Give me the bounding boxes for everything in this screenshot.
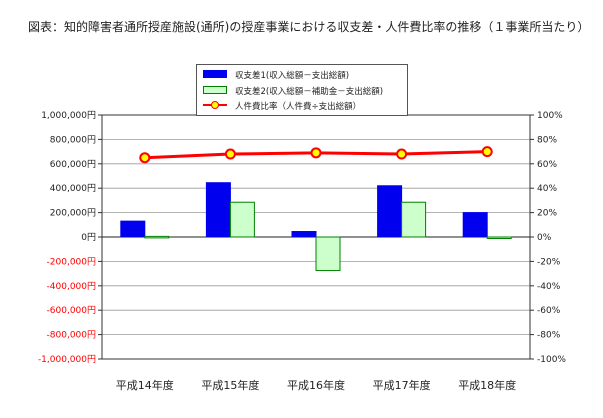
right-axis-tick-label: -100%: [537, 355, 566, 365]
bar-series-2: [486, 236, 512, 239]
right-axis-tick-label: 80%: [537, 135, 557, 145]
x-axis-category-label: 平成14年度: [116, 378, 174, 392]
chart-legend: 収支差1(収入総額－支出総額) 収支差2(収入総額－補助金－支出総額) 人件費比…: [196, 64, 408, 116]
left-axis-tick-label: 1,000,000円: [41, 110, 96, 121]
bar-series-2: [401, 201, 427, 238]
x-axis-category-label: 平成15年度: [201, 378, 259, 392]
line-series-3-point: [224, 148, 236, 160]
bar-series-1: [377, 185, 403, 238]
left-axis-tick-label: 600,000円: [50, 159, 96, 170]
line-series-3-point: [139, 152, 151, 164]
line-series-3-point: [310, 147, 322, 159]
legend-item-series-3: 人件費比率（人件費÷支出総額）: [197, 99, 407, 113]
right-axis-tick-label: -40%: [537, 282, 561, 292]
right-axis-tick-label: 100%: [537, 111, 563, 121]
legend-swatch-series-2: [203, 86, 227, 94]
left-axis-tick-label: -200,000円: [47, 256, 96, 267]
bar-series-2: [144, 235, 170, 239]
legend-swatch-series-1: [203, 70, 227, 78]
bar-series-1: [462, 212, 488, 238]
right-axis-tick-label: 20%: [537, 209, 557, 219]
line-series-3-point: [481, 146, 493, 158]
chart-title: 図表：知的障害者通所授産施設(通所)の授産事業における収支差・人件費比率の推移（…: [28, 20, 590, 34]
left-axis-tick-label: 0円: [81, 232, 96, 243]
line-series-3-point: [396, 148, 408, 160]
left-axis-tick-label: 400,000円: [50, 183, 96, 194]
bar-series-1: [291, 231, 317, 238]
x-axis-category-label: 平成18年度: [458, 378, 516, 392]
legend-label-series-2: 収支差2(収入総額－補助金－支出総額): [235, 87, 384, 97]
x-axis-category-label: 平成17年度: [373, 378, 431, 392]
bar-series-1: [205, 182, 231, 238]
left-axis-tick-label: -600,000円: [47, 305, 96, 316]
bar-series-2: [315, 236, 341, 272]
legend-swatch-series-3: [203, 101, 227, 109]
x-axis-category-label: 平成16年度: [287, 378, 345, 392]
right-axis-tick-label: -60%: [537, 306, 561, 316]
left-axis-tick-label: -800,000円: [47, 330, 96, 341]
right-axis-tick-label: 0%: [537, 233, 552, 243]
left-axis-tick-label: -1,000,000円: [38, 354, 96, 365]
left-axis-tick-label: 200,000円: [50, 208, 96, 219]
right-axis-tick-label: 60%: [537, 160, 557, 170]
right-axis-tick-label: -80%: [537, 331, 561, 341]
left-axis-tick-label: -400,000円: [47, 281, 96, 292]
left-axis-tick-label: 800,000円: [50, 134, 96, 145]
legend-label-series-1: 収支差1(収入総額－支出総額): [235, 71, 350, 81]
right-axis-tick-label: 40%: [537, 184, 557, 194]
bar-series-1: [120, 220, 146, 238]
right-axis-tick-label: -20%: [537, 257, 561, 267]
bar-series-2: [229, 201, 255, 238]
legend-item-series-1: 収支差1(収入総額－支出総額): [197, 68, 407, 82]
legend-label-series-3: 人件費比率（人件費÷支出総額）: [235, 102, 362, 112]
legend-item-series-2: 収支差2(収入総額－補助金－支出総額): [197, 84, 407, 98]
